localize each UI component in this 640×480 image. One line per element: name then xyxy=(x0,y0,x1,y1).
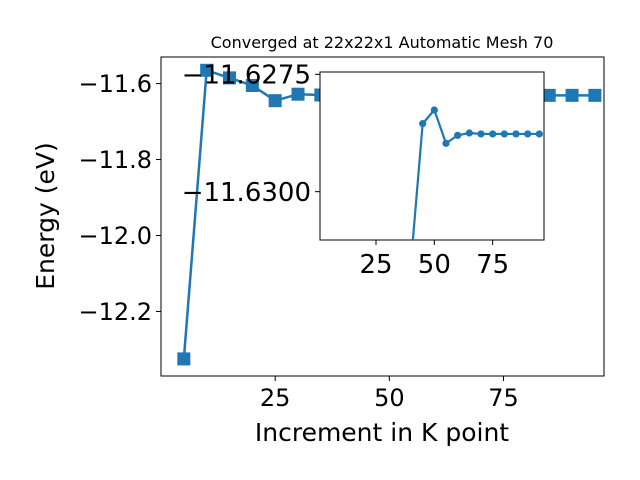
data-point xyxy=(512,130,520,138)
y-tick-label: −12.0 xyxy=(78,222,152,250)
inset-plot-frame xyxy=(319,71,545,241)
x-tick-label: 25 xyxy=(260,384,291,412)
y-tick-label: −11.6 xyxy=(78,70,152,98)
data-point xyxy=(245,78,259,92)
data-point xyxy=(524,130,532,138)
x-tick-label: 75 xyxy=(476,250,509,280)
data-point xyxy=(419,120,427,128)
data-point xyxy=(500,130,508,138)
data-point xyxy=(291,87,305,101)
data-point xyxy=(454,131,462,139)
y-axis-label: Energy (eV) xyxy=(31,142,60,289)
chart-title: Converged at 22x22x1 Automatic Mesh 70 xyxy=(211,33,554,52)
x-tick-label: 25 xyxy=(359,250,392,280)
data-point xyxy=(465,129,473,137)
data-point xyxy=(268,94,282,108)
y-tick-label: −11.8 xyxy=(78,146,152,174)
inset-x-axis: 25 50 75 xyxy=(359,240,509,280)
inset-y-axis: −11.6300 −11.6275 xyxy=(182,61,320,208)
x-tick-label: 75 xyxy=(488,384,519,412)
x-axis-label: Increment in K point xyxy=(255,418,509,447)
data-point xyxy=(535,130,543,138)
main-x-axis: 25 50 75 xyxy=(260,376,519,412)
data-point xyxy=(177,352,191,366)
y-tick-label: −11.6300 xyxy=(182,178,311,208)
y-tick-label: −12.2 xyxy=(78,298,152,326)
data-point xyxy=(588,88,602,102)
data-point xyxy=(442,139,450,147)
data-point xyxy=(430,106,438,114)
main-y-axis: −12.2 −12.0 −11.8 −11.6 xyxy=(78,70,161,326)
data-point xyxy=(565,88,579,102)
inset-series xyxy=(411,106,543,240)
data-point xyxy=(200,63,214,77)
y-tick-label: −11.6275 xyxy=(182,61,311,91)
data-point xyxy=(223,71,237,85)
x-tick-label: 50 xyxy=(374,384,405,412)
x-tick-label: 50 xyxy=(418,250,451,280)
data-point xyxy=(489,130,497,138)
data-point xyxy=(477,130,485,138)
data-point xyxy=(542,88,556,102)
